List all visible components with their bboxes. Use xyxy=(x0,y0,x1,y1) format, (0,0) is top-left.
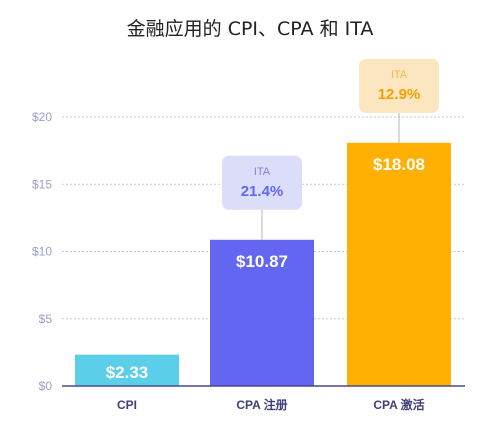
bar-value-label: $10.87 xyxy=(236,252,288,271)
bar-value-label: $18.08 xyxy=(373,155,425,174)
bar xyxy=(75,354,179,386)
y-tick-label: $10 xyxy=(32,245,52,259)
x-tick-label: CPA 注册 xyxy=(236,397,287,412)
y-tick-label: $15 xyxy=(32,177,52,191)
bar xyxy=(347,142,451,386)
ita-badge xyxy=(222,155,302,210)
y-tick-label: $20 xyxy=(32,110,52,124)
bar xyxy=(210,239,314,386)
bar-value-label: $2.33 xyxy=(106,363,149,382)
x-tick-label: CPI xyxy=(117,398,137,412)
ita-badge-label: ITA xyxy=(391,69,408,81)
ita-badge-value: 12.9% xyxy=(378,86,421,103)
ita-badge-label: ITA xyxy=(254,166,271,178)
y-tick-label: $5 xyxy=(39,312,53,326)
chart-title: 金融应用的 CPI、CPA 和 ITA xyxy=(126,18,374,40)
ita-badge xyxy=(359,58,439,113)
ita-badge-value: 21.4% xyxy=(241,183,284,200)
y-tick-label: $0 xyxy=(39,379,53,393)
x-tick-label: CPA 激活 xyxy=(373,397,424,412)
